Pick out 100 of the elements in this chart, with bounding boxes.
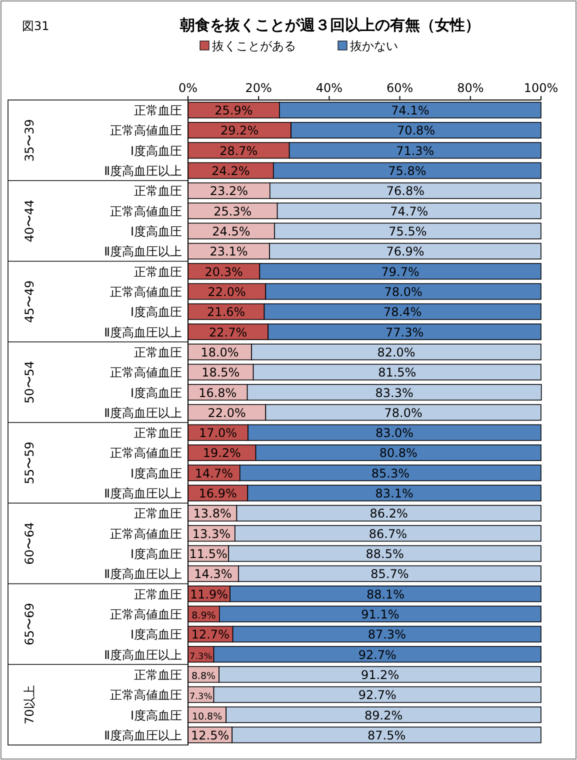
data-label: 92.7% (358, 688, 396, 702)
text: 65〜69 (22, 602, 36, 646)
data-label: 22.0% (208, 284, 246, 299)
y-tick-label: 正常血圧 (134, 184, 182, 198)
text: 45〜49 (22, 280, 36, 323)
data-label: 89.2% (364, 708, 403, 722)
data-label: 91.1% (361, 607, 400, 622)
text: 50〜54 (22, 360, 36, 404)
data-label: 88.1% (366, 587, 405, 602)
data-label: 14.7% (194, 466, 234, 480)
data-label: 24.5% (212, 224, 250, 239)
y-tick-label: Ⅱ度高血圧以上 (104, 567, 182, 582)
data-label: 83.1% (375, 486, 414, 501)
y-tick-label: 正常血圧 (134, 264, 182, 279)
data-label: 79.7% (381, 264, 420, 279)
y-tick-label: 正常高値血圧 (110, 284, 182, 299)
data-label: 83.3% (375, 386, 414, 400)
data-label: 85.7% (370, 567, 409, 582)
data-label: 17.0% (198, 426, 238, 440)
data-label: 10.8% (192, 711, 222, 722)
data-label: 23.2% (210, 184, 248, 198)
data-label: 87.5% (368, 728, 406, 742)
y-tick-label: 正常高値血圧 (110, 204, 182, 218)
y-tick-label: 正常高値血圧 (110, 688, 182, 702)
y-tick-label: Ⅰ度高血圧 (130, 305, 182, 320)
y-tick-label: Ⅱ度高血圧以上 (104, 244, 182, 259)
data-label: 78.0% (384, 284, 422, 299)
y-tick-label: 正常血圧 (134, 104, 182, 118)
data-label: 29.2% (220, 124, 259, 138)
data-label: 14.3% (194, 567, 232, 582)
data-label: 81.5% (378, 366, 416, 380)
data-label: 74.7% (390, 204, 428, 218)
data-label: 74.1% (391, 104, 430, 118)
y-tick-label: Ⅰ度高血圧 (130, 708, 182, 722)
data-label: 18.0% (200, 345, 239, 360)
data-label: 18.5% (202, 366, 240, 380)
data-label: 75.5% (388, 224, 427, 239)
text: 40〜44 (22, 200, 36, 242)
data-label: 91.2% (360, 668, 400, 682)
data-label: 7.3% (190, 652, 212, 662)
y-tick-label: Ⅱ度高血圧以上 (104, 486, 182, 501)
data-label: 11.9% (190, 587, 228, 602)
legend-label: 抜かない (350, 39, 398, 53)
data-label: 76.8% (386, 184, 425, 198)
data-label: 71.3% (396, 144, 434, 158)
y-tick-label: 正常高値血圧 (110, 124, 182, 138)
data-label: 87.3% (368, 628, 406, 642)
y-tick-label: 正常血圧 (134, 506, 182, 521)
data-label: 86.7% (368, 526, 408, 541)
data-label: 82.0% (377, 345, 416, 360)
data-label: 12.5% (191, 728, 230, 742)
data-label: 16.9% (198, 486, 237, 501)
data-label: 22.7% (209, 325, 248, 340)
data-label: 19.2% (202, 446, 241, 460)
y-tick-label: Ⅱ度高血圧以上 (104, 164, 182, 178)
data-label: 70.8% (396, 124, 436, 138)
data-label: 77.3% (386, 325, 424, 340)
data-label: 78.4% (384, 305, 422, 320)
legend-label: 抜くことがある (212, 39, 296, 53)
data-label: 24.2% (212, 164, 250, 178)
y-tick-label: 正常血圧 (134, 345, 182, 360)
x-tick-label: 80% (457, 81, 484, 95)
y-tick-label: 正常血圧 (134, 587, 182, 602)
text: 60〜64 (22, 522, 36, 565)
x-tick-label: 40% (316, 81, 343, 95)
text: 70以上 (22, 685, 36, 724)
data-label: 28.7% (220, 144, 258, 158)
data-label: 13.8% (193, 506, 232, 521)
x-tick-label: 20% (245, 81, 272, 95)
y-tick-label: Ⅰ度高血圧 (130, 466, 182, 480)
y-tick-label: 正常高値血圧 (110, 446, 182, 460)
y-tick-label: 正常高値血圧 (110, 526, 182, 541)
y-tick-label: Ⅱ度高血圧以上 (104, 728, 182, 742)
y-tick-label: Ⅱ度高血圧以上 (104, 325, 182, 340)
y-tick-label: Ⅰ度高血圧 (130, 628, 182, 642)
data-label: 86.2% (370, 506, 408, 521)
data-label: 25.9% (214, 104, 253, 118)
y-tick-label: Ⅰ度高血圧 (130, 386, 182, 400)
y-tick-label: Ⅱ度高血圧以上 (104, 648, 182, 662)
data-label: 88.5% (366, 547, 404, 562)
data-label: 11.5% (189, 547, 228, 562)
text: 35〜39 (22, 119, 36, 162)
data-label: 23.1% (210, 244, 248, 259)
data-label: 12.7% (191, 628, 230, 642)
data-label: 92.7% (358, 648, 396, 662)
data-label: 83.0% (375, 426, 414, 440)
y-tick-label: 正常血圧 (134, 668, 182, 682)
y-tick-label: 正常高値血圧 (110, 607, 182, 622)
data-label: 85.3% (371, 466, 410, 480)
data-label: 16.8% (198, 386, 237, 400)
y-tick-label: Ⅰ度高血圧 (130, 144, 182, 158)
data-label: 75.8% (388, 164, 426, 178)
y-tick-label: 正常高値血圧 (110, 366, 182, 380)
data-label: 7.3% (190, 692, 212, 702)
y-tick-label: Ⅰ度高血圧 (130, 547, 182, 562)
data-label: 8.9% (192, 610, 216, 622)
y-tick-label: 正常血圧 (134, 426, 182, 440)
caption: 図31 (22, 19, 50, 33)
data-label: 76.9% (386, 244, 424, 259)
y-tick-label: Ⅰ度高血圧 (130, 224, 182, 239)
